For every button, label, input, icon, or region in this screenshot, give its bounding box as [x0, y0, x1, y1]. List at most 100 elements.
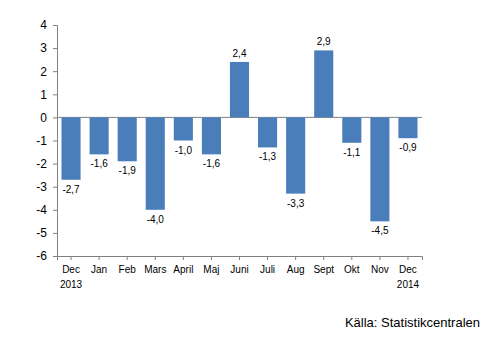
x-axis: Dec Jan Feb Mars April Maj Juni Juli Aug Sept Okt N… — [58, 256, 423, 275]
data-label: -1,3 — [259, 151, 277, 162]
bar — [314, 50, 333, 117]
y-tick-label: 2 — [40, 65, 47, 79]
data-label: -1,6 — [90, 158, 108, 169]
plot: -6 -5 -4 -3 -2 -1 0 1 2 3 4 Dec Jan Feb Mars April Maj Ju… — [36, 18, 422, 290]
x-tick-label: Dec — [399, 264, 417, 275]
y-tick-label: 4 — [40, 18, 47, 32]
x-tick-mark — [351, 256, 352, 260]
x-tick-label: Dec — [62, 264, 80, 275]
bar — [61, 117, 80, 179]
data-label: 2,9 — [317, 36, 331, 47]
bar — [146, 117, 165, 209]
x-tick-label: Mars — [144, 264, 166, 275]
y-tick: -5 — [36, 226, 57, 240]
x-tick-mark — [155, 256, 156, 260]
y-tick-mark — [53, 141, 57, 142]
bar — [258, 117, 277, 147]
x-tick-label: Okt — [344, 264, 360, 275]
bar — [398, 117, 417, 138]
y-tick: 0 — [40, 111, 57, 125]
x-tick-mark — [183, 256, 184, 260]
data-labels: -2,7-1,6-1,9-4,0-1,0-1,62,4-1,3-3,32,9-1… — [62, 36, 417, 236]
y-tick-mark — [53, 187, 57, 188]
y-tick-mark — [53, 117, 57, 118]
y-tick-mark — [53, 210, 57, 211]
bar — [286, 117, 305, 193]
x-tick-mark — [407, 256, 408, 260]
x-tick-mark — [323, 256, 324, 260]
x-tick: Juli — [260, 256, 275, 275]
chart: -6 -5 -4 -3 -2 -1 0 1 2 3 4 Dec Jan Feb Mars April Maj Ju… — [0, 0, 494, 339]
x-tick-label: Juni — [230, 264, 248, 275]
x-tick-mark — [267, 256, 268, 260]
bar — [342, 117, 361, 142]
y-tick: 4 — [40, 18, 57, 32]
y-axis: -6 -5 -4 -3 -2 -1 0 1 2 3 4 — [36, 18, 57, 263]
y-tick: 1 — [40, 88, 57, 102]
x-tick-label: Nov — [371, 264, 389, 275]
y-tick-label: 0 — [40, 111, 47, 125]
data-label: -1,0 — [175, 145, 193, 156]
source: Källa: Statistikcentralen — [345, 315, 480, 330]
y-tick: -4 — [36, 203, 57, 217]
y-tick: 3 — [40, 41, 57, 55]
year-label: 2013 — [60, 279, 83, 290]
x-tick-mark — [379, 256, 380, 260]
x-tick-mark — [71, 256, 72, 260]
y-tick-label: -4 — [36, 203, 47, 217]
y-tick-mark — [53, 48, 57, 49]
year-label: 2014 — [397, 279, 420, 290]
bar — [174, 117, 193, 140]
x-tick: Nov — [371, 256, 389, 275]
x-tick-mark — [295, 256, 296, 260]
x-tick-label: Jan — [91, 264, 107, 275]
y-tick-label: -5 — [36, 226, 47, 240]
y-tick-mark — [53, 25, 57, 26]
y-axis-line — [53, 26, 58, 257]
y-tick: -2 — [36, 157, 57, 171]
x-tick-label: Feb — [119, 264, 137, 275]
x-tick: Maj — [203, 256, 219, 275]
x-tick: Sept — [313, 256, 334, 275]
y-tick-mark — [53, 94, 57, 95]
x-tick: Dec — [399, 256, 417, 275]
y-tick-label: -2 — [36, 157, 47, 171]
x-tick: Okt — [344, 256, 360, 275]
data-label: -4,5 — [371, 225, 389, 236]
bar — [202, 117, 221, 154]
x-tick: Mars — [144, 256, 166, 275]
y-tick: -3 — [36, 180, 57, 194]
data-label: 2,4 — [233, 48, 247, 59]
x-tick: Aug — [287, 256, 305, 275]
y-tick: -1 — [36, 134, 57, 148]
y-tick-label: -6 — [36, 249, 47, 263]
y-tick-mark — [53, 71, 57, 72]
bar — [370, 117, 389, 221]
data-label: -4,0 — [147, 214, 165, 225]
x-tick: Feb — [119, 256, 137, 275]
y-tick: -6 — [36, 249, 57, 263]
data-label: -1,1 — [343, 147, 361, 158]
x-tick: Dec — [62, 256, 80, 275]
x-tick: April — [173, 256, 193, 275]
x-tick: Jan — [91, 256, 107, 275]
y-tick: 2 — [40, 65, 57, 79]
y-tick-mark — [53, 256, 57, 257]
y-tick-label: -3 — [36, 180, 47, 194]
x-tick-mark — [99, 256, 100, 260]
y-tick-label: 1 — [40, 88, 47, 102]
x-axis-line — [58, 257, 423, 261]
y-tick-label: -1 — [36, 134, 47, 148]
x-tick: Juni — [230, 256, 248, 275]
data-label: -2,7 — [62, 184, 80, 195]
data-label: -3,3 — [287, 198, 305, 209]
x-tick-label: Maj — [203, 264, 219, 275]
bar — [90, 117, 109, 154]
x-tick-mark — [239, 256, 240, 260]
x-tick-label: Sept — [313, 264, 334, 275]
x-tick-mark — [211, 256, 212, 260]
x-tick-label: Aug — [287, 264, 305, 275]
data-label: -0,9 — [399, 142, 417, 153]
x-tick-label: Juli — [260, 264, 275, 275]
data-label: -1,9 — [119, 165, 137, 176]
